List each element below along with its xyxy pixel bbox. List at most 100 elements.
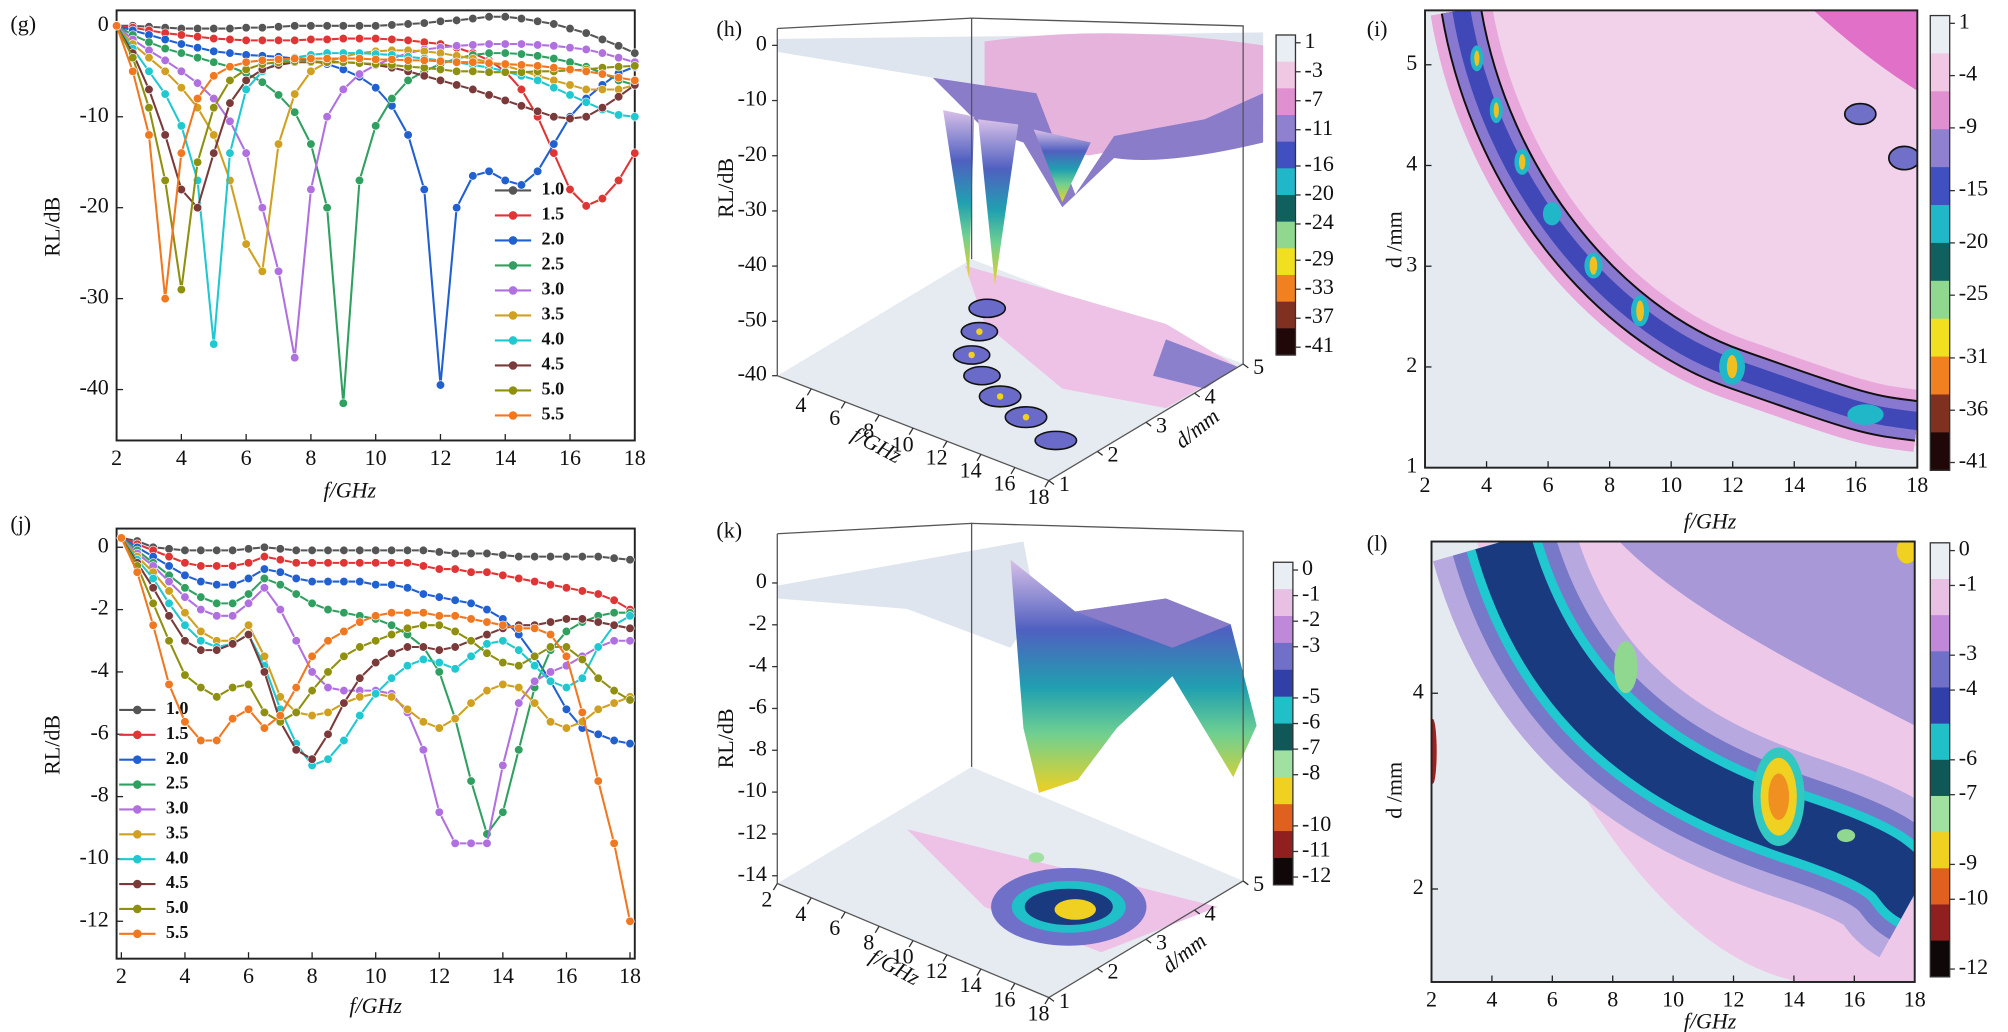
data-point (418, 589, 428, 599)
legend-label: 1.0 (542, 179, 565, 199)
data-point (228, 682, 238, 693)
x-tick (772, 883, 778, 891)
data-point (533, 51, 543, 61)
data-point (160, 294, 170, 304)
data-point (533, 106, 543, 116)
data-point (386, 692, 397, 702)
data-point (339, 686, 349, 696)
data-point (323, 667, 333, 677)
data-point (160, 66, 170, 76)
x-tick-label: 12 (926, 444, 948, 469)
data-point (338, 398, 348, 408)
colorbar-tick-label: -1 (1302, 581, 1320, 606)
data-point (593, 704, 603, 714)
data-point (533, 61, 543, 71)
data-point (164, 544, 174, 554)
data-point (180, 620, 190, 630)
data-point (545, 580, 556, 590)
colorbar-cell (1273, 750, 1293, 778)
z-axis-label: RL/dB (713, 158, 738, 218)
data-point (243, 704, 254, 714)
colorbar-tick-label: -7 (1302, 734, 1320, 759)
data-point (291, 636, 301, 646)
x-tick-label: 4 (795, 392, 806, 417)
data-point (498, 657, 508, 668)
data-point (144, 53, 154, 63)
x-tick-label: 10 (365, 445, 387, 470)
data-point (209, 339, 219, 349)
data-point (291, 745, 301, 755)
data-point (484, 90, 494, 100)
data-point (581, 112, 591, 122)
legend-label: 3.0 (542, 279, 565, 299)
data-point (212, 692, 222, 702)
data-point (613, 73, 624, 83)
data-point (597, 69, 607, 79)
data-point (192, 43, 203, 53)
data-point (500, 67, 510, 77)
x-tick (874, 414, 880, 422)
colorbar-tick-label: -7 (1959, 780, 1977, 805)
data-point (241, 75, 251, 85)
data-point (192, 32, 203, 42)
data-point (323, 558, 333, 568)
data-point (176, 30, 186, 40)
data-point (275, 580, 285, 590)
data-point (561, 626, 572, 637)
data-point (434, 645, 444, 655)
data-point (484, 48, 494, 58)
data-point (209, 148, 219, 158)
data-point (160, 89, 170, 99)
data-point (307, 686, 317, 696)
data-point (565, 184, 575, 195)
data-point (243, 598, 254, 608)
x-tick-label: 16 (994, 986, 1016, 1011)
data-point (533, 40, 543, 50)
x-tick (1044, 997, 1050, 1005)
legend-entry: 2.0 (494, 229, 564, 249)
x-tick-label: 12 (429, 445, 451, 470)
data-point (435, 16, 446, 26)
data-point (180, 608, 190, 618)
colorbar-cell (1930, 167, 1950, 206)
data-point (403, 35, 413, 45)
y-tick (1048, 480, 1055, 485)
data-point (290, 353, 300, 363)
legend-entry: 2.5 (119, 773, 188, 793)
data-point (545, 642, 556, 652)
colorbar-cell (1930, 53, 1950, 92)
legend-label: 4.0 (542, 329, 565, 349)
data-point (597, 103, 607, 113)
data-point (577, 552, 587, 562)
data-point (466, 598, 476, 608)
legend-label: 2.0 (166, 748, 189, 768)
data-point (307, 667, 317, 677)
data-point (241, 35, 251, 45)
y-tick (1194, 392, 1201, 398)
colorbar-cell (1273, 777, 1293, 805)
data-point (128, 66, 138, 76)
colorbar-tick-label: -1 (1959, 571, 1977, 596)
legend-entry: 1.0 (494, 179, 565, 199)
data-point (354, 69, 365, 79)
legend-entry: 5.0 (119, 897, 188, 917)
data-point (243, 544, 254, 554)
colorbar-cell (1930, 615, 1950, 652)
x-tick-label: 2 (116, 963, 127, 988)
data-point (241, 84, 251, 95)
x-tick-label: 6 (829, 405, 840, 430)
plot-frame (115, 9, 636, 442)
contour-l (1431, 541, 1915, 982)
data-point (613, 53, 624, 63)
data-point (386, 629, 397, 640)
data-point (257, 55, 267, 65)
x-tick-label: 6 (829, 915, 840, 940)
panel-label: (i) (1367, 16, 1388, 41)
data-point (514, 661, 524, 671)
x-axis-label: f/GHz (349, 993, 402, 1018)
data-point (148, 598, 158, 608)
y-axis-label: d /mm (1382, 762, 1407, 819)
x-tick (1010, 982, 1016, 991)
data-point (355, 710, 365, 721)
data-point (418, 608, 428, 618)
